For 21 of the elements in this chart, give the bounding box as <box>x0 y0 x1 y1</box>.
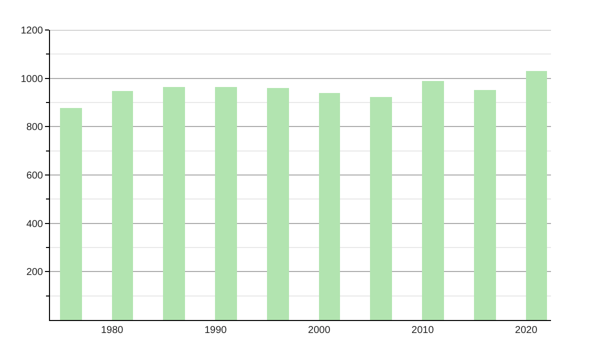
y-tick-label: 600 <box>26 170 44 182</box>
x-tick-label: 1980 <box>100 325 124 336</box>
y-tick-label: 400 <box>26 218 44 230</box>
x-tick-label: 2000 <box>308 325 331 336</box>
x-tick-label: 2020 <box>515 325 538 336</box>
bar <box>267 88 289 320</box>
bar <box>60 108 82 320</box>
bar <box>112 91 133 320</box>
x-tick-label: 1990 <box>204 325 228 336</box>
y-tick-label: 1000 <box>20 74 44 85</box>
y-tick-label: 200 <box>26 267 44 278</box>
y-tick-label: 1200 <box>20 26 44 36</box>
bar <box>163 87 185 320</box>
bar <box>319 93 340 320</box>
x-tick-label: 2010 <box>412 325 434 336</box>
bar <box>526 71 547 320</box>
bar <box>474 90 496 320</box>
bar <box>422 81 444 320</box>
bar <box>370 97 392 320</box>
y-tick-label: 800 <box>26 122 44 134</box>
bar <box>215 87 237 320</box>
